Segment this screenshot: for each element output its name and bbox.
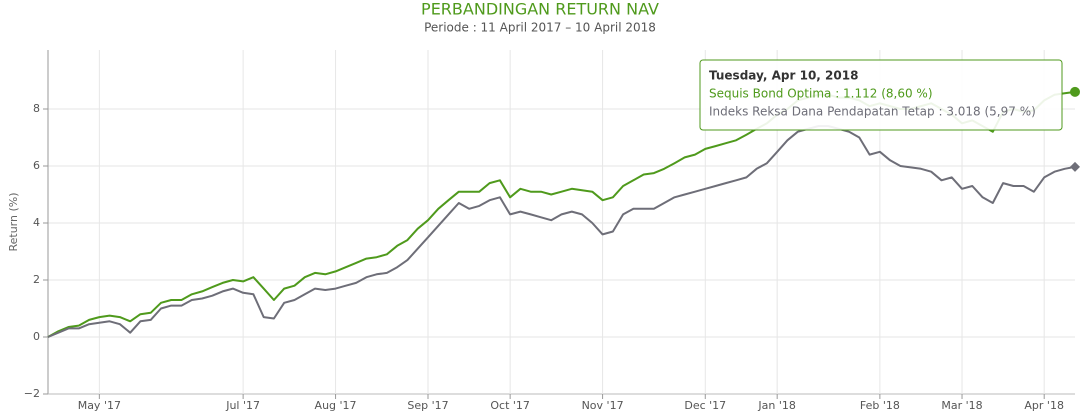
y-tick-label: 2 bbox=[33, 273, 40, 286]
tooltip-line: Sequis Bond Optima : 1.112 (8,60 %) bbox=[709, 87, 933, 101]
tooltip-title: Tuesday, Apr 10, 2018 bbox=[709, 69, 858, 83]
x-tick-label: Oct '17 bbox=[490, 399, 530, 412]
x-tick-label: Jul '17 bbox=[225, 399, 260, 412]
x-tick-label: Aug '17 bbox=[315, 399, 357, 412]
y-tick-label: 0 bbox=[33, 330, 40, 343]
y-tick-label: 8 bbox=[33, 102, 40, 115]
tooltip: Tuesday, Apr 10, 2018 Sequis Bond Optima … bbox=[699, 59, 1063, 131]
y-tick-label: −2 bbox=[24, 387, 40, 400]
y-tick-label: 6 bbox=[33, 159, 40, 172]
y-tick-label: 4 bbox=[33, 216, 40, 229]
end-marker bbox=[1070, 86, 1080, 97]
series-line bbox=[47, 125, 1076, 338]
chart-subtitle: Periode : 11 April 2017 – 10 April 2018 bbox=[424, 21, 656, 35]
tooltip-box bbox=[699, 59, 1063, 131]
y-axis-title: Return (%) bbox=[7, 192, 20, 251]
end-marker bbox=[1070, 161, 1080, 172]
x-tick-label: Mar '18 bbox=[941, 399, 982, 412]
x-tick-label: Nov '17 bbox=[582, 399, 624, 412]
x-tick-label: Jan '18 bbox=[757, 399, 795, 412]
tooltip-line: Indeks Reksa Dana Pendapatan Tetap : 3.0… bbox=[709, 105, 1036, 119]
chart-title: PERBANDINGAN RETURN NAV bbox=[421, 0, 659, 19]
x-tick-label: Sep '17 bbox=[407, 399, 448, 412]
x-tick-label: Dec '17 bbox=[684, 399, 726, 412]
x-tick-label: Feb '18 bbox=[860, 399, 900, 412]
x-tick-label: May '17 bbox=[78, 399, 121, 412]
x-tick-label: Apr '18 bbox=[1024, 399, 1064, 412]
